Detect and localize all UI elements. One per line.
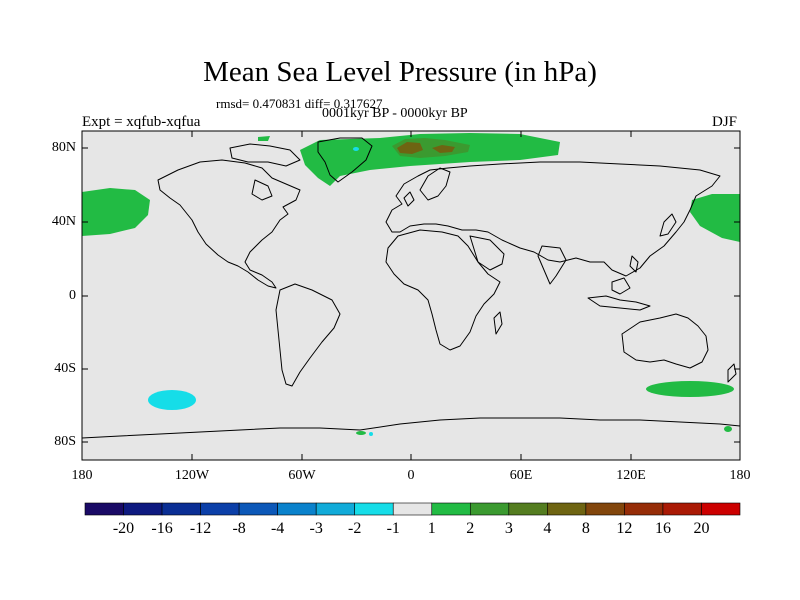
colorbar-swatch [547,502,587,516]
north-america-coast [157,159,301,289]
colorbar [84,502,741,516]
colorbar-label: 3 [504,520,513,537]
north-pacific-anomaly-west [82,188,150,236]
colorbar-swatch [277,502,317,516]
arctic-blue-dot [353,147,359,151]
lon-label-0: 0 [407,468,415,483]
y-ticks [82,147,740,443]
colorbar-label: -20 [112,520,135,537]
lon-label-120w: 120W [174,468,210,483]
india-coast [537,245,567,285]
colorbar-swatch [354,502,394,516]
colorbar-label: -16 [151,520,173,537]
arabia-coast [469,235,505,271]
colorbar-label: -1 [386,520,400,537]
colorbar-swatch [392,502,433,516]
season-label: DJF [712,114,738,130]
antarctica-coast [81,417,741,439]
southern-ocean-anomaly [646,381,734,397]
coastlines [81,137,741,439]
colorbar-swatch [84,502,124,516]
australia-coast [621,313,709,369]
stats-text: rmsd= 0.470831 diff= 0.317627 [216,96,383,111]
arctic-anomaly-peak [397,142,423,154]
colorbar-swatch [315,502,356,516]
colorbar-swatch [662,502,702,516]
antarctic-patch-1 [356,431,366,435]
south-pacific-anomaly [148,390,196,410]
antarctic-patch-3 [724,426,732,432]
arctic-small-patch [258,136,270,141]
colorbar-label: -3 [309,520,323,537]
lat-label-0: 0 [69,288,76,303]
lon-label-60e: 60E [509,468,533,483]
lon-label-180e: 180 [729,468,751,483]
madagascar-coast [493,311,503,335]
map-title: Mean Sea Level Pressure (in hPa) [203,56,597,88]
hudson-bay-coast [251,179,273,201]
lon-label-180w: 180 [71,468,93,483]
colorbar-label: 4 [543,520,552,537]
colorbar-swatch [469,502,510,516]
colorbar-label: 8 [581,520,590,537]
arctic-anomaly-peak-2 [432,145,455,153]
antarctic-patch-2 [369,432,373,436]
experiment-label: Expt = xqfub-xqfua [82,114,201,130]
greenland-coast [317,137,373,183]
south-america-coast [275,283,341,387]
colorbar-label: -12 [189,520,212,537]
arctic-anomaly [300,133,560,186]
indonesia-coast [587,295,651,311]
colorbar-label: 16 [654,520,671,537]
borneo-coast [611,277,631,295]
colorbar-label: 1 [427,520,436,537]
africa-coast [385,229,501,351]
lat-label-40n: 40N [51,214,76,229]
scandinavia-coast [419,167,451,201]
arctic-islands-coast [229,143,301,167]
x-ticks [81,131,741,460]
anomaly-patches [82,133,740,436]
colorbar-swatch [431,502,471,516]
colorbar-label: -8 [232,520,246,537]
colorbar-label: -2 [348,520,362,537]
colorbar-label: -4 [270,520,285,537]
british-isles-coast [403,191,415,207]
colorbar-swatch [123,502,163,516]
colorbar-swatch [508,502,548,516]
colorbar-label: 20 [693,520,710,537]
colorbar-swatch [701,502,741,516]
colorbar-swatch [161,502,201,516]
colorbar-label: 12 [616,520,633,537]
philippines-coast [629,255,639,273]
lon-label-120e: 120E [616,468,646,483]
new-zealand-coast [727,363,737,383]
japan-coast [659,213,677,237]
colorbar-swatch [624,502,664,516]
colorbar-swatch [238,502,278,516]
colorbar-swatch [200,502,240,516]
lat-label-80n: 80N [51,140,76,155]
lat-label-40s: 40S [54,361,76,376]
north-pacific-anomaly-east [690,194,740,242]
eurasia-coast [385,161,721,277]
colorbar-label: 2 [466,520,475,537]
lat-label-80s: 80S [54,434,76,449]
period-text: 0001kyr BP - 0000kyr BP [322,106,468,121]
colorbar-swatch [585,502,625,516]
lon-label-60w: 60W [288,468,316,483]
